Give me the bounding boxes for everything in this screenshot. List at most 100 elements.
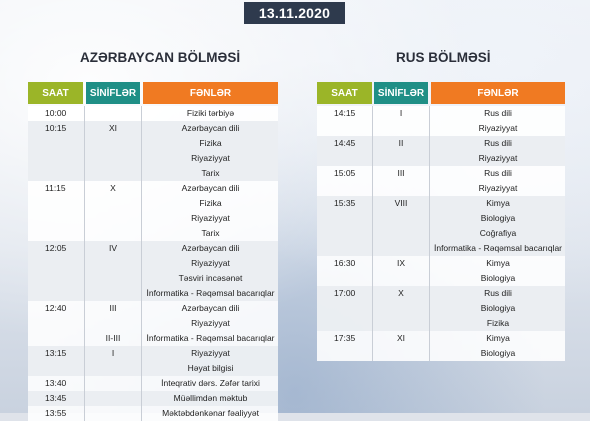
cell-fenn: Rus dili	[484, 138, 512, 148]
table-row: 11:15 X Azərbaycan dili	[28, 181, 278, 196]
table-row: Tarix	[28, 166, 278, 181]
cell-saat: 15:05	[334, 168, 356, 178]
cell-sinif: II	[398, 138, 404, 148]
cell-saat: 13:45	[45, 393, 67, 403]
table-row: 13:45 Müəllimdən məktub	[28, 391, 278, 406]
cell-fenn: Azərbaycan dili	[181, 123, 240, 133]
cell-fenn: Rus dili	[484, 288, 512, 298]
ru-section-title: RUS BÖLMƏSİ	[396, 50, 491, 65]
cell-fenn: Rus dili	[484, 168, 512, 178]
table-row: Biologiya	[317, 301, 565, 316]
cell-fenn: Azərbaycan dili	[181, 303, 240, 313]
table-row: Riyaziyyat	[317, 181, 565, 196]
cell-saat: 13:40	[45, 378, 67, 388]
cell-fenn: Coğrafiya	[479, 228, 517, 238]
cell-saat: 16:30	[334, 258, 356, 268]
table-row: II-III İnformatika - Rəqəmsal bacarıqlar	[28, 331, 278, 346]
cell-fenn: Təsviri incəsənət	[178, 273, 243, 283]
az-section-title: AZƏRBAYCAN BÖLMƏSİ	[80, 50, 241, 65]
ru-table-body: 14:15 I Rus dili Riyaziyyat 14:45 II Rus dili R…	[317, 106, 565, 361]
cell-saat: 13:15	[45, 348, 67, 358]
table-row: 13:40 İnteqrativ dərs. Zəfər tarixi	[28, 376, 278, 391]
table-row: Biologiya	[317, 271, 565, 286]
cell-saat: 13:55	[45, 408, 67, 418]
table-row: 16:30 IX Kimya	[317, 256, 565, 271]
ru-header-sinifler: SİNİFLƏR	[374, 82, 428, 104]
cell-saat: 10:00	[45, 108, 67, 118]
cell-saat: 14:15	[334, 108, 356, 118]
cell-fenn: İnteqrativ dərs. Zəfər tarixi	[161, 378, 260, 388]
cell-fenn: Riyaziyyat	[478, 123, 518, 133]
cell-fenn: Riyaziyyat	[191, 213, 230, 223]
cell-sinif: VIII	[394, 198, 408, 208]
cell-saat: 14:45	[334, 138, 356, 148]
cell-fenn: Rus dili	[484, 108, 512, 118]
cell-fenn: Kimya	[486, 258, 510, 268]
table-row: Biologiya	[317, 346, 565, 361]
table-row: Coğrafiya	[317, 226, 565, 241]
cell-saat: 17:00	[334, 288, 356, 298]
cell-fenn: Riyaziyyat	[191, 318, 230, 328]
column-divider	[429, 106, 430, 361]
ru-header-fenler: FƏNLƏR	[431, 82, 565, 104]
table-row: Tarix	[28, 226, 278, 241]
table-row: 13:55 Məktəbdənkənar fəaliyyət	[28, 406, 278, 421]
table-row: Həyat bilgisi	[28, 361, 278, 376]
cell-sinif: I	[399, 108, 403, 118]
cell-fenn: Riyaziyyat	[478, 153, 518, 163]
az-header-saat: SAAT	[28, 82, 83, 104]
cell-saat: 11:15	[45, 183, 66, 193]
table-row: Riyaziyyat	[28, 316, 278, 331]
cell-saat: 17:35	[334, 333, 356, 343]
cell-fenn: Fizika	[199, 198, 222, 208]
table-row: Təsviri incəsənət	[28, 271, 278, 286]
table-row: 15:05 III Rus dili	[317, 166, 565, 181]
table-row: Riyaziyyat	[28, 211, 278, 226]
column-divider	[372, 106, 373, 361]
table-row: Riyaziyyat	[317, 151, 565, 166]
column-divider	[84, 106, 85, 421]
cell-fenn: Biologiya	[480, 213, 516, 223]
cell-fenn: Fizika	[199, 138, 222, 148]
cell-sinif: XI	[108, 123, 118, 133]
cell-fenn: İnformatika - Rəqəmsal bacarıqlar	[146, 288, 275, 298]
cell-fenn: Tarix	[201, 168, 220, 178]
cell-sinif: XI	[396, 333, 406, 343]
cell-fenn: İnformatika - Rəqəmsal bacarıqlar	[433, 243, 563, 253]
cell-sinif: X	[110, 183, 116, 193]
az-header-fenler: FƏNLƏR	[143, 82, 278, 104]
cell-fenn: Kimya	[486, 198, 510, 208]
cell-fenn: Azərbaycan dili	[181, 183, 240, 193]
table-row: 12:05 IV Azərbaycan dili	[28, 241, 278, 256]
cell-sinif: I	[111, 348, 115, 358]
table-row: Fizika	[317, 316, 565, 331]
cell-fenn: Biologiya	[480, 273, 516, 283]
cell-fenn: Riyaziyyat	[191, 153, 230, 163]
cell-saat: 12:40	[45, 303, 67, 313]
cell-fenn: Riyaziyyat	[191, 348, 230, 358]
table-row: Riyaziyyat	[28, 256, 278, 271]
cell-saat: 15:35	[334, 198, 356, 208]
cell-sinif: III	[397, 168, 405, 178]
cell-fenn: Fizika	[486, 318, 510, 328]
cell-fenn: Biologiya	[480, 303, 516, 313]
table-row: 10:00 Fiziki tərbiyə	[28, 106, 278, 121]
cell-fenn: Riyaziyyat	[191, 258, 230, 268]
cell-fenn: Həyat bilgisi	[187, 363, 234, 373]
cell-fenn: İnformatika - Rəqəmsal bacarıqlar	[146, 333, 275, 343]
cell-sinif: IV	[108, 243, 118, 253]
table-row: İnformatika - Rəqəmsal bacarıqlar	[28, 286, 278, 301]
cell-fenn: Biologiya	[480, 348, 516, 358]
az-table-body: 10:00 Fiziki tərbiyə 10:15 XI Azərbaycan dil…	[28, 106, 278, 421]
cell-fenn: Tarix	[201, 228, 220, 238]
cell-fenn: Azərbaycan dili	[181, 243, 240, 253]
table-row: Fizika	[28, 136, 278, 151]
cell-sinif: X	[398, 288, 404, 298]
table-row: 17:00 X Rus dili	[317, 286, 565, 301]
az-header-sinifler: SİNİFLƏR	[86, 82, 140, 104]
date-badge: 13.11.2020	[244, 2, 345, 24]
cell-fenn: Fiziki tərbiyə	[186, 108, 235, 118]
cell-fenn: Müəllimdən məktub	[173, 393, 248, 403]
cell-saat: 10:15	[45, 123, 67, 133]
cell-sinif: III	[109, 303, 117, 313]
